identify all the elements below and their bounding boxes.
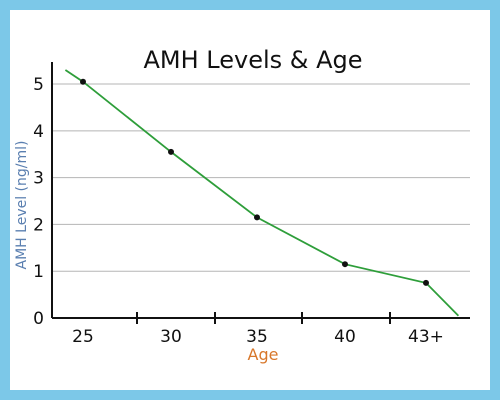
x-tick-label-40: 40 — [334, 327, 356, 347]
x-tick-label-30: 30 — [160, 327, 182, 347]
data-points — [80, 78, 429, 286]
y-tick-label-0: 0 — [33, 309, 44, 329]
y-tick-label-3: 3 — [33, 169, 44, 189]
y-axis-label: AMH Level (ng/ml) — [14, 141, 30, 270]
amh-chart: AMH Levels & Age 0 1 2 3 4 5 25 30 35 40 43+ AMH … — [14, 46, 470, 364]
data-point-40 — [342, 261, 348, 268]
axes — [51, 62, 470, 324]
x-axis-label: Age — [248, 345, 279, 364]
x-tick-label-25: 25 — [72, 327, 94, 347]
y-tick-label-4: 4 — [33, 122, 44, 142]
data-point-35 — [254, 214, 260, 221]
y-tick-label-2: 2 — [33, 215, 44, 235]
x-tick-label-35: 35 — [246, 327, 268, 347]
chart-title: AMH Levels & Age — [143, 46, 362, 74]
data-point-30 — [168, 148, 174, 155]
x-tick-labels: 25 30 35 40 43+ — [72, 327, 444, 347]
gridlines — [52, 83, 470, 272]
data-point-25 — [80, 78, 86, 85]
y-tick-label-5: 5 — [33, 75, 44, 95]
x-tick-label-43+: 43+ — [408, 327, 444, 347]
series-line — [64, 69, 460, 317]
chart-frame: AMH Levels & Age 0 1 2 3 4 5 25 30 35 40 43+ AMH … — [10, 10, 490, 390]
data-point-43+ — [423, 279, 429, 286]
y-tick-label-1: 1 — [33, 262, 44, 282]
series-line-path — [64, 69, 460, 317]
y-tick-labels: 0 1 2 3 4 5 — [33, 75, 44, 329]
